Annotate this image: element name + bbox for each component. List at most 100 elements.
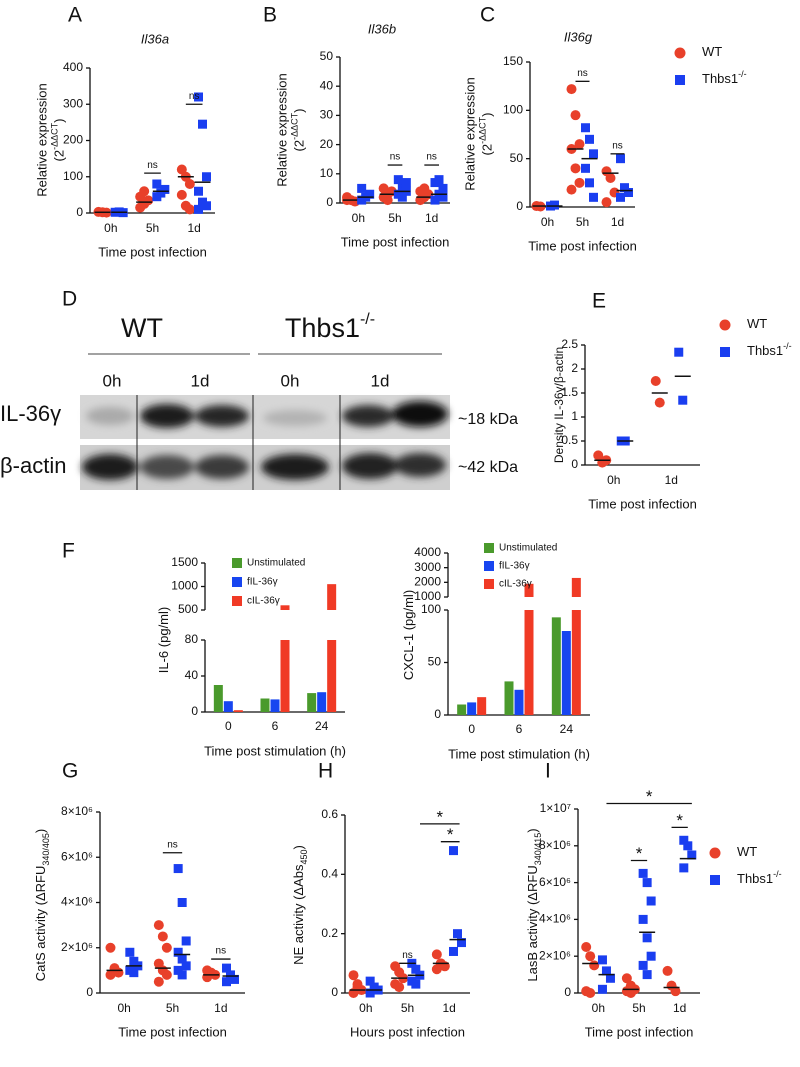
y-tick-label: 2.5 <box>561 337 578 351</box>
bar <box>515 597 524 611</box>
legend-swatch <box>484 543 494 553</box>
legend-marker <box>675 75 685 85</box>
svg-text:IL-6 (pg/ml): IL-6 (pg/ml) <box>156 607 171 673</box>
x-axis-title: Time post stimulation (h) <box>448 746 590 761</box>
point <box>438 183 448 193</box>
lane-label: 1d <box>371 371 390 390</box>
point <box>589 192 598 202</box>
point <box>401 178 411 188</box>
point <box>434 175 444 185</box>
bar <box>224 610 233 633</box>
significance-label: * <box>447 825 454 844</box>
legend-name: Thbs1 <box>737 871 773 886</box>
legend-sup: -/- <box>783 341 792 351</box>
x-tick-label: 1d <box>425 211 438 225</box>
text-part: (2 <box>52 150 67 162</box>
legend-swatch <box>232 596 242 606</box>
legend-label: Unstimulated <box>499 543 557 554</box>
y-tick-label: 100 <box>63 169 83 183</box>
text-part: (2 <box>480 144 495 156</box>
point <box>605 973 615 983</box>
bar <box>327 640 337 712</box>
svg-text:Relative expression: Relative expression <box>35 83 50 196</box>
point <box>157 931 168 942</box>
significance-label: ns <box>147 160 158 171</box>
point <box>173 947 183 957</box>
x-tick-label: 1d <box>665 473 678 487</box>
legend-marker <box>709 847 721 859</box>
bar <box>317 610 326 632</box>
significance-label: ns <box>612 140 623 151</box>
point <box>153 976 164 987</box>
lane-label: 1d <box>191 371 210 390</box>
text-part: ) <box>33 829 48 833</box>
legend-marker <box>710 875 720 885</box>
point <box>624 188 633 197</box>
point <box>625 988 636 998</box>
bar <box>551 617 561 715</box>
point <box>616 192 625 202</box>
significance-label: * <box>676 811 683 830</box>
x-tick-label: 6 <box>272 719 279 733</box>
y-tick-label: 2×10⁶ <box>539 948 571 962</box>
text-part: -ΔΔCT <box>290 112 300 140</box>
y-tick-label: 0 <box>191 704 198 718</box>
significance-label: * <box>436 807 443 826</box>
text-part: ) <box>292 109 307 113</box>
x-tick-label: 1d <box>673 1001 686 1015</box>
x-axis-title: Hours post infection <box>350 1024 465 1039</box>
point <box>585 988 596 998</box>
point <box>105 942 116 953</box>
x-tick-label: 5h <box>632 1001 645 1015</box>
chart-title: Il36g <box>564 29 593 44</box>
y-tick-label: 80 <box>185 632 199 646</box>
text-part: 340/415 <box>533 833 543 866</box>
text-part: -ΔΔCT <box>50 122 60 150</box>
point <box>222 963 231 973</box>
bar <box>457 704 467 715</box>
x-tick-label: 24 <box>315 719 329 733</box>
svg-text:CatS activity (ΔRFU340/405): CatS activity (ΔRFU340/405) <box>33 829 51 981</box>
x-tick-label: 0h <box>592 1001 605 1015</box>
point <box>160 184 170 194</box>
point <box>202 972 213 983</box>
point <box>687 850 697 860</box>
y-tick-label: 400 <box>63 60 83 74</box>
point <box>449 946 458 956</box>
y-tick-label: 8×10⁶ <box>539 838 571 852</box>
point <box>125 947 135 957</box>
point <box>642 933 652 943</box>
axis-title: LasB activity (ΔRFU340/415) <box>525 828 543 981</box>
point <box>620 183 629 193</box>
point <box>585 951 596 962</box>
point <box>650 376 661 386</box>
point <box>646 951 656 961</box>
bar <box>214 610 223 632</box>
point <box>184 204 195 215</box>
bar <box>561 631 571 715</box>
legend-label: Thbs1-/- <box>702 69 747 86</box>
x-tick-label: 0h <box>104 221 117 235</box>
bar <box>261 610 270 633</box>
y-tick-label: 0.4 <box>321 867 338 881</box>
x-tick-label: 1d <box>611 215 624 229</box>
axis-title: NE activity (ΔAbs450) <box>291 845 309 965</box>
point <box>453 929 462 939</box>
panel-letter: D <box>62 288 77 311</box>
x-tick-label: 1d <box>187 221 200 235</box>
y-tick-label: 0.2 <box>321 926 338 940</box>
y-tick-label: 1000 <box>414 589 441 603</box>
y-tick-label: 0 <box>516 199 523 213</box>
point <box>411 964 421 974</box>
point <box>357 183 367 193</box>
point <box>585 134 594 144</box>
legend-label: WT <box>702 44 722 59</box>
point <box>411 979 421 989</box>
x-axis-title: Time post infection <box>528 238 637 253</box>
point <box>153 920 164 931</box>
legend-swatch <box>232 558 242 568</box>
legend-name: WT <box>737 844 757 859</box>
row-label: β-actin <box>0 453 66 478</box>
point <box>585 178 594 188</box>
x-tick-label: 0 <box>468 722 475 736</box>
